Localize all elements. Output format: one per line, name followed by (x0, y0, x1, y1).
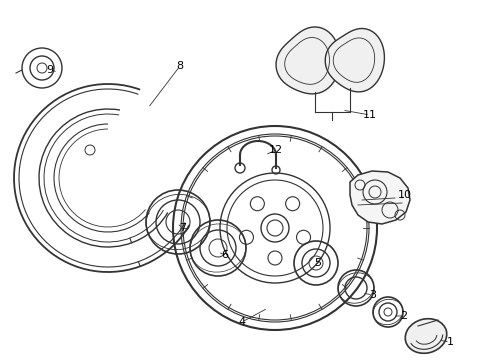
Text: 9: 9 (46, 65, 54, 75)
Text: 3: 3 (369, 290, 376, 300)
Polygon shape (325, 28, 384, 92)
Text: 12: 12 (268, 145, 283, 155)
Text: 2: 2 (400, 311, 407, 321)
Text: 7: 7 (179, 223, 186, 233)
Polygon shape (349, 171, 409, 224)
Polygon shape (276, 27, 339, 94)
Ellipse shape (405, 319, 446, 353)
Text: 10: 10 (397, 190, 411, 200)
Text: 4: 4 (238, 317, 245, 327)
Text: 5: 5 (314, 258, 321, 268)
Text: 6: 6 (221, 250, 228, 260)
Text: 11: 11 (362, 110, 376, 120)
Text: 8: 8 (176, 61, 183, 71)
Text: 1: 1 (446, 337, 452, 347)
